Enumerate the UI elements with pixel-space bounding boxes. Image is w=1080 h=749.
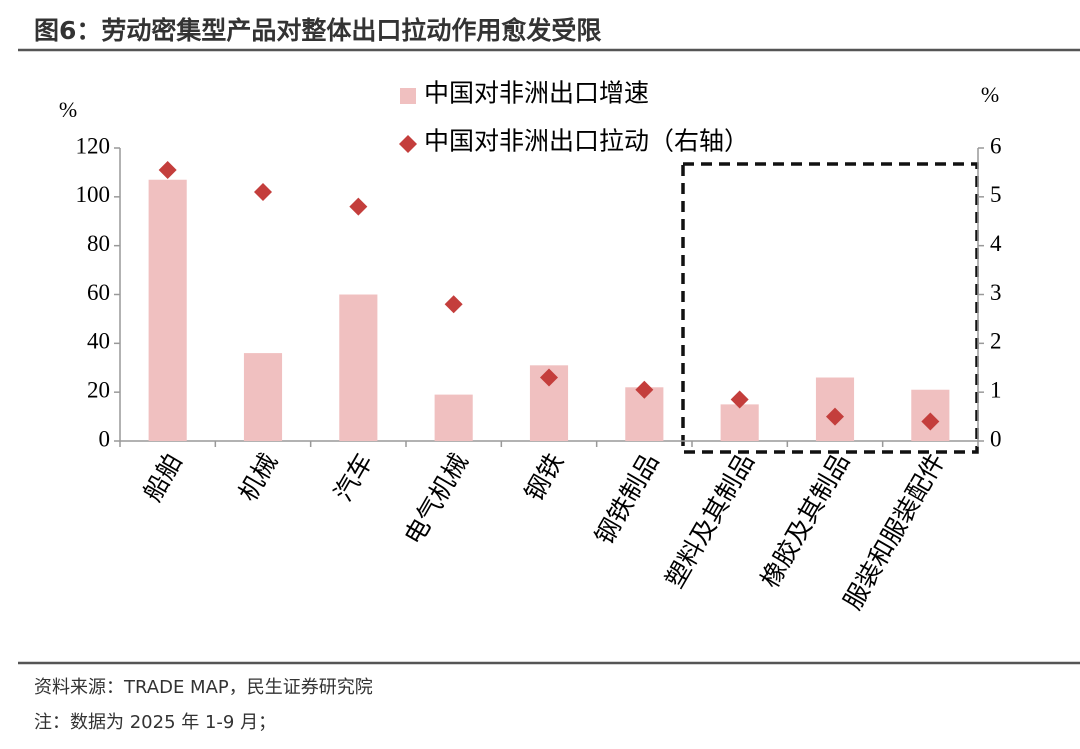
x-tick-label: 钢铁制品	[590, 449, 664, 550]
y-tick-label: 60	[87, 280, 110, 305]
source: 资料来源：TRADE MAP，民生证券研究院	[34, 677, 373, 698]
legend-label: 中国对非洲出口拉动（右轴）	[424, 128, 749, 156]
x-tick-label: 服装和服装配件	[839, 449, 951, 615]
diamond-marker	[444, 295, 463, 314]
y2-tick-label: 6	[990, 133, 1002, 158]
y-tick-label: 80	[87, 231, 110, 256]
highlight-box	[681, 162, 979, 454]
diamond-marker	[349, 197, 368, 216]
y-tick-label: 40	[87, 329, 110, 354]
x-tick-label: 机械	[234, 449, 283, 506]
legend-swatch	[400, 88, 416, 104]
y2-tick-label: 5	[990, 182, 1002, 207]
y2-tick-label: 3	[990, 280, 1002, 305]
diamond-marker	[635, 380, 654, 399]
y2-unit: %	[981, 82, 999, 107]
x-tick-label: 船舶	[139, 449, 188, 506]
bar	[148, 179, 187, 441]
y2-tick-label: 1	[990, 377, 1002, 402]
x-tick-label: 汽车	[329, 449, 378, 506]
y2-tick-label: 0	[990, 426, 1002, 451]
diamond-marker	[254, 182, 272, 201]
y2-tick-label: 4	[990, 231, 1002, 256]
y-tick-label: 100	[76, 182, 111, 207]
bar	[243, 353, 283, 441]
legend-swatch	[399, 135, 417, 153]
y2-tick-label: 2	[990, 329, 1002, 354]
chart-title: 图6：劳动密集型产品对整体出口拉动作用愈发受限	[34, 16, 601, 45]
y-tick-label: 0	[99, 426, 111, 451]
bar	[339, 294, 378, 441]
diamond-marker	[540, 368, 558, 387]
bar	[434, 394, 473, 441]
diamond-marker	[158, 160, 177, 179]
note: 注：数据为 2025 年 1-9 月；	[34, 712, 276, 733]
legend-label: 中国对非洲出口增速	[424, 80, 649, 108]
y-unit: %	[59, 97, 77, 122]
y-tick-label: 120	[76, 133, 111, 158]
x-tick-label: 塑料及其制品	[661, 449, 760, 593]
bar	[720, 404, 759, 441]
diamond-marker	[826, 407, 844, 426]
x-tick-label: 橡胶及其制品	[756, 449, 855, 593]
diamond-marker	[921, 412, 940, 431]
diamond-marker	[730, 390, 749, 409]
x-tick-label: 钢铁	[520, 449, 569, 506]
y-tick-label: 20	[87, 377, 110, 402]
x-tick-label: 电气机械	[400, 449, 474, 550]
